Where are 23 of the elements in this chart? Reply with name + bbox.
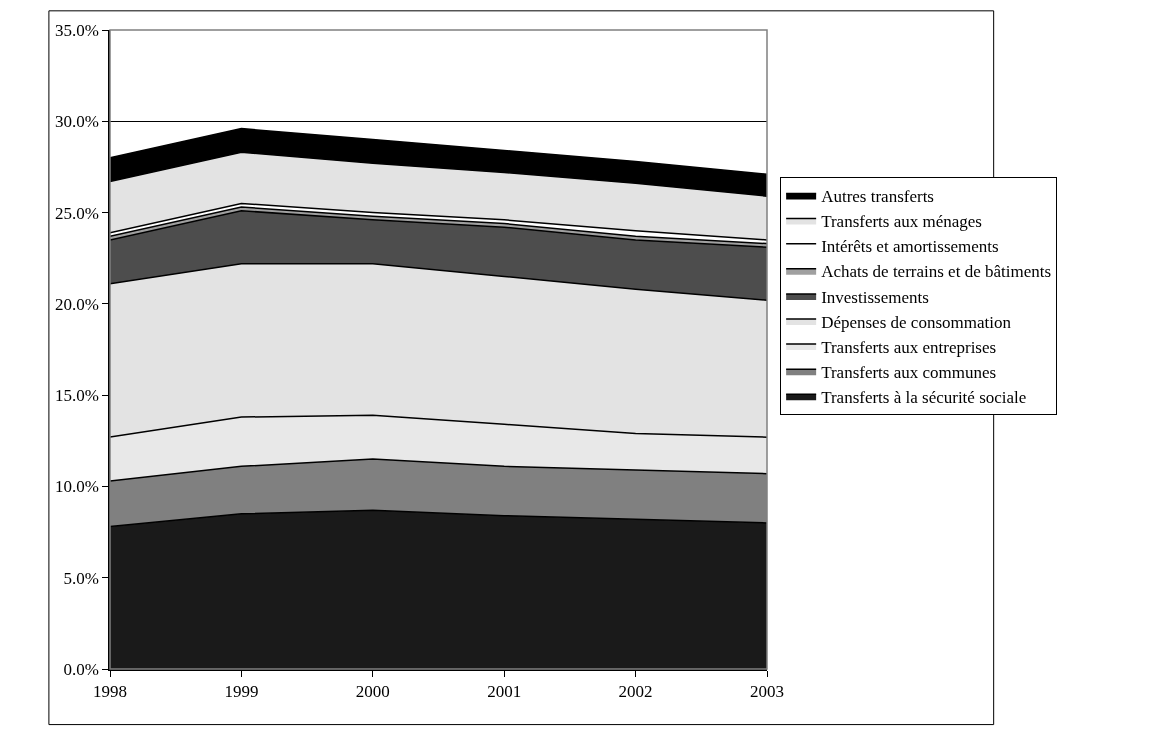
y-tick-label: 20.0% xyxy=(54,294,99,314)
y-tick-label: 5.0% xyxy=(63,568,99,588)
legend-label: Investissements xyxy=(821,287,929,307)
legend-label: Achats de terrains et de bâtiments xyxy=(821,262,1052,282)
y-tick-label: 15.0% xyxy=(54,386,99,406)
x-tick-label: 2000 xyxy=(355,682,390,702)
legend-label: Dépenses de consommation xyxy=(821,312,1012,332)
legend-label: Autres transferts xyxy=(821,187,934,207)
y-tick-label: 35.0% xyxy=(54,20,99,40)
legend-label: Transferts aux entreprises xyxy=(821,337,997,357)
y-tick-label: 25.0% xyxy=(54,203,99,223)
x-tick-label: 1999 xyxy=(224,682,259,702)
x-tick-label: 1998 xyxy=(93,682,127,702)
legend-label: Transferts aux communes xyxy=(821,362,997,382)
x-tick-label: 2002 xyxy=(618,682,653,702)
y-tick-label: 30.0% xyxy=(54,112,99,132)
y-tick-label: 0.0% xyxy=(63,659,99,679)
y-tick-label: 10.0% xyxy=(54,477,99,497)
legend-label: Transferts aux ménages xyxy=(821,212,982,232)
legend-label: Transferts à la sécurité sociale xyxy=(821,387,1027,407)
legend-label: Intérêts et amortissements xyxy=(821,237,999,257)
x-tick-label: 2001 xyxy=(487,682,522,702)
x-tick-label: 2003 xyxy=(750,682,784,702)
